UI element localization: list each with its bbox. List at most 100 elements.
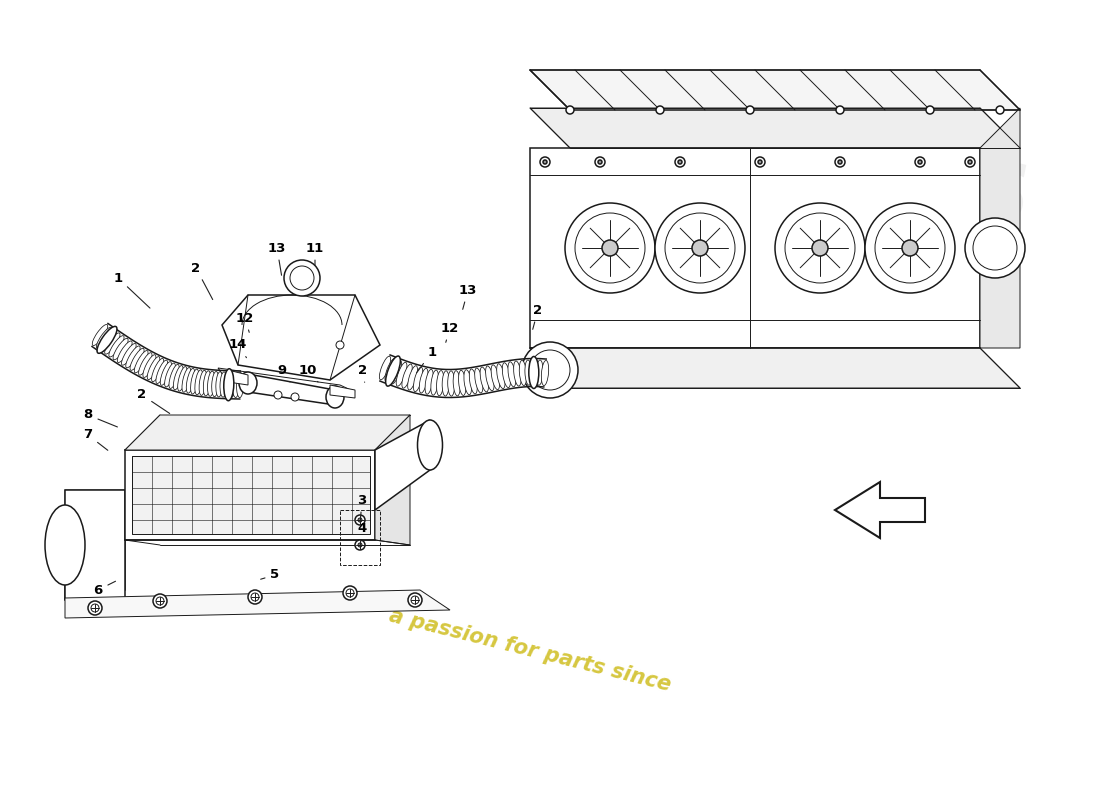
Circle shape [602,240,618,256]
Circle shape [865,203,955,293]
Ellipse shape [178,366,187,391]
Polygon shape [65,490,125,540]
Ellipse shape [113,338,128,360]
Text: 13: 13 [459,283,477,310]
Circle shape [156,597,164,605]
Circle shape [543,160,547,164]
Ellipse shape [386,356,400,386]
Circle shape [540,157,550,167]
Ellipse shape [152,358,164,382]
Circle shape [926,106,934,114]
Ellipse shape [491,365,499,390]
Ellipse shape [475,368,483,393]
Circle shape [812,240,828,256]
Circle shape [88,601,102,615]
Circle shape [358,518,362,522]
Circle shape [996,106,1004,114]
Circle shape [692,240,708,256]
Circle shape [336,341,344,349]
Polygon shape [228,370,248,385]
Ellipse shape [195,370,202,394]
Text: 11: 11 [306,242,324,266]
Ellipse shape [503,362,510,388]
Ellipse shape [402,364,412,388]
Circle shape [575,213,645,283]
Circle shape [656,106,664,114]
Circle shape [965,157,975,167]
Circle shape [758,160,762,164]
Ellipse shape [97,327,112,349]
Circle shape [965,218,1025,278]
Circle shape [566,106,574,114]
Circle shape [530,350,570,390]
Polygon shape [530,70,1020,110]
Polygon shape [375,415,410,545]
Circle shape [358,543,362,547]
Bar [125,450,375,540]
Circle shape [785,213,855,283]
Text: 6: 6 [94,582,115,597]
Ellipse shape [425,370,433,394]
Ellipse shape [437,370,443,396]
Circle shape [675,157,685,167]
Text: 9: 9 [277,363,290,382]
Ellipse shape [541,361,549,386]
Ellipse shape [485,366,494,390]
Ellipse shape [121,343,136,365]
Circle shape [248,590,262,604]
Text: 2: 2 [359,363,367,382]
Ellipse shape [497,364,505,389]
Text: 1: 1 [417,346,437,373]
Ellipse shape [459,370,466,395]
Text: 2: 2 [138,389,169,414]
Text: 12: 12 [235,311,254,332]
Ellipse shape [418,420,442,470]
Ellipse shape [224,372,231,398]
Ellipse shape [220,372,227,397]
Ellipse shape [161,362,172,386]
Ellipse shape [211,371,219,397]
Polygon shape [248,374,336,405]
Circle shape [284,260,320,296]
Ellipse shape [396,362,407,386]
Ellipse shape [100,330,116,351]
Ellipse shape [147,357,160,379]
Circle shape [355,515,365,525]
Circle shape [835,157,845,167]
Circle shape [968,160,972,164]
Ellipse shape [229,372,235,398]
Text: 1: 1 [113,271,150,308]
Circle shape [746,106,754,114]
Ellipse shape [45,505,85,585]
Circle shape [346,589,354,597]
Polygon shape [222,295,380,380]
Ellipse shape [130,348,144,370]
Polygon shape [125,415,410,450]
Circle shape [522,342,578,398]
Polygon shape [218,368,355,392]
Ellipse shape [448,371,454,396]
Polygon shape [375,420,430,510]
Circle shape [838,160,842,164]
Ellipse shape [419,368,428,393]
Polygon shape [530,108,1020,148]
Text: a passion for parts since: a passion for parts since [387,606,673,694]
Ellipse shape [169,364,179,389]
Text: EUROPES: EUROPES [608,161,1032,239]
Text: 2: 2 [532,303,542,330]
Circle shape [776,203,865,293]
Polygon shape [65,490,125,600]
Ellipse shape [109,336,124,357]
Ellipse shape [182,367,191,392]
Circle shape [598,160,602,164]
Polygon shape [65,590,450,618]
Ellipse shape [174,366,183,390]
Circle shape [411,596,419,604]
Ellipse shape [390,360,402,384]
Ellipse shape [385,358,396,382]
Bar [340,510,379,565]
Ellipse shape [525,360,532,386]
Circle shape [91,604,99,612]
Ellipse shape [326,386,344,408]
Ellipse shape [156,360,167,383]
